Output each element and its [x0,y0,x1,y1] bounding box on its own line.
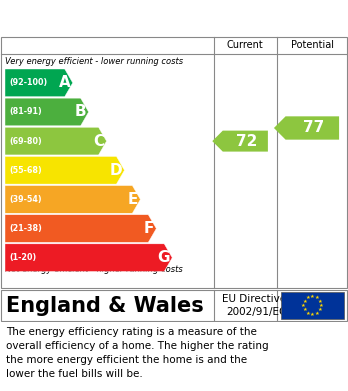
Text: Potential: Potential [291,40,334,50]
Polygon shape [5,186,140,213]
Polygon shape [5,156,125,184]
Text: B: B [75,104,87,120]
Text: G: G [158,250,170,265]
Text: (81-91): (81-91) [9,108,42,117]
Polygon shape [5,244,172,271]
Text: ★: ★ [306,311,310,316]
Text: Current: Current [227,40,264,50]
Polygon shape [274,117,339,140]
Text: ★: ★ [302,307,307,312]
Text: ★: ★ [314,311,319,316]
Text: ★: ★ [318,299,322,303]
Text: ★: ★ [318,307,322,312]
Text: EU Directive
2002/91/EC: EU Directive 2002/91/EC [222,294,286,317]
Text: (69-80): (69-80) [9,136,42,145]
Text: A: A [59,75,71,90]
Text: ★: ★ [306,295,310,300]
Polygon shape [212,131,268,152]
Text: The energy efficiency rating is a measure of the
overall efficiency of a home. T: The energy efficiency rating is a measur… [6,327,269,379]
Text: D: D [110,163,122,178]
Text: E: E [128,192,139,207]
Polygon shape [5,69,73,97]
Polygon shape [5,215,156,242]
Text: Not energy efficient - higher running costs: Not energy efficient - higher running co… [5,265,183,274]
Bar [280,292,344,319]
Polygon shape [5,127,106,155]
Text: ★: ★ [319,303,324,308]
Text: ★: ★ [302,299,307,303]
Polygon shape [5,98,89,126]
Text: ★: ★ [310,312,315,317]
Text: ★: ★ [314,295,319,300]
Text: C: C [93,134,104,149]
Text: (55-68): (55-68) [9,166,42,175]
Text: (92-100): (92-100) [9,78,47,87]
Text: (21-38): (21-38) [9,224,42,233]
Text: 72: 72 [236,134,257,149]
Text: (1-20): (1-20) [9,253,36,262]
Text: Energy Efficiency Rating: Energy Efficiency Rating [10,9,251,27]
Text: (39-54): (39-54) [9,195,42,204]
Text: F: F [144,221,154,236]
Text: ★: ★ [301,303,306,308]
Text: England & Wales: England & Wales [6,296,204,316]
Text: 77: 77 [303,120,324,136]
Text: ★: ★ [310,294,315,299]
Text: Very energy efficient - lower running costs: Very energy efficient - lower running co… [5,57,183,66]
